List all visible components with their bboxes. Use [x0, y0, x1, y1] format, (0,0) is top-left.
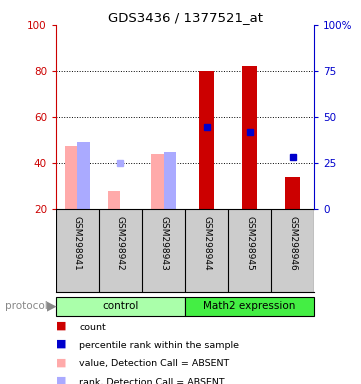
Text: ▶: ▶ — [47, 300, 57, 313]
Bar — [164, 152, 175, 209]
Bar — [152, 154, 164, 209]
Text: control: control — [102, 301, 139, 311]
Text: GSM298944: GSM298944 — [202, 216, 211, 270]
Bar — [108, 191, 121, 209]
Text: count: count — [79, 323, 106, 331]
Bar — [285, 177, 300, 209]
Text: value, Detection Call = ABSENT: value, Detection Call = ABSENT — [79, 359, 230, 368]
Text: GSM298941: GSM298941 — [73, 216, 82, 271]
Text: GSM298945: GSM298945 — [245, 216, 254, 271]
Text: GSM298942: GSM298942 — [116, 216, 125, 270]
Text: ■: ■ — [56, 376, 66, 384]
Bar — [199, 71, 214, 209]
Bar — [56, 297, 185, 316]
Bar — [185, 297, 314, 316]
Bar — [65, 146, 78, 209]
Title: GDS3436 / 1377521_at: GDS3436 / 1377521_at — [108, 11, 262, 24]
Text: ■: ■ — [56, 321, 66, 331]
Bar — [242, 66, 257, 209]
Text: percentile rank within the sample: percentile rank within the sample — [79, 341, 239, 350]
Text: GSM298946: GSM298946 — [288, 216, 297, 271]
Text: rank, Detection Call = ABSENT: rank, Detection Call = ABSENT — [79, 378, 225, 384]
Text: protocol: protocol — [5, 301, 48, 311]
Text: Math2 expression: Math2 expression — [203, 301, 296, 311]
Bar — [78, 142, 90, 209]
Text: ■: ■ — [56, 358, 66, 367]
Text: GSM298943: GSM298943 — [159, 216, 168, 271]
Text: ■: ■ — [56, 339, 66, 349]
